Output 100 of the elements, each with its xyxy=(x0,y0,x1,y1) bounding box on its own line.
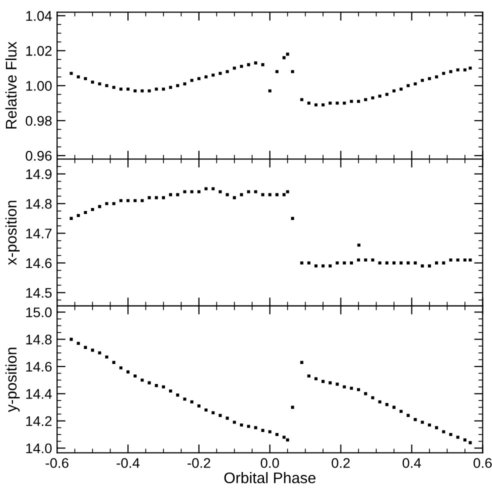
point xyxy=(112,86,116,89)
point xyxy=(350,100,353,103)
point xyxy=(364,258,368,262)
point xyxy=(119,199,122,202)
point xyxy=(204,187,208,190)
point xyxy=(286,190,290,194)
point xyxy=(119,366,122,370)
point xyxy=(91,80,94,84)
point xyxy=(463,68,466,72)
point xyxy=(119,88,122,91)
point xyxy=(254,426,258,430)
point xyxy=(336,261,339,264)
point xyxy=(406,261,410,264)
point xyxy=(98,82,102,86)
point xyxy=(371,258,374,262)
point xyxy=(449,258,452,262)
point xyxy=(357,244,360,247)
point xyxy=(400,261,403,264)
point xyxy=(420,264,424,268)
point xyxy=(392,89,396,92)
point xyxy=(300,360,304,364)
point xyxy=(240,193,244,196)
point xyxy=(105,84,108,88)
y-axis-title: y-position xyxy=(5,348,20,412)
y-tick-label: 14.0 xyxy=(26,443,52,454)
point xyxy=(226,416,229,420)
point xyxy=(414,82,417,86)
point xyxy=(247,63,250,66)
point xyxy=(140,199,144,202)
point xyxy=(254,190,258,194)
y-tick-label: 0.96 xyxy=(26,150,52,161)
point xyxy=(435,426,438,430)
point xyxy=(282,56,286,60)
point xyxy=(400,88,403,91)
x-tick-label: 0.4 xyxy=(402,458,421,468)
point xyxy=(420,78,424,82)
point xyxy=(328,264,332,268)
x-tick-label: -0.6 xyxy=(46,458,68,468)
point xyxy=(70,72,73,75)
point xyxy=(468,441,472,444)
point xyxy=(286,52,290,56)
point xyxy=(154,88,158,91)
point xyxy=(468,66,472,70)
point xyxy=(154,196,158,200)
y-tick-label: 14.6 xyxy=(26,258,52,268)
point xyxy=(126,199,130,202)
point xyxy=(291,70,294,74)
point xyxy=(406,84,410,88)
point xyxy=(232,420,236,424)
y-tick-label: 1.02 xyxy=(26,46,52,56)
point xyxy=(435,75,438,78)
point xyxy=(247,424,250,428)
point xyxy=(91,208,94,212)
point xyxy=(314,377,318,380)
point xyxy=(400,410,403,413)
y-tick-label: 14.5 xyxy=(26,288,52,298)
y-tick-label: 14.7 xyxy=(26,228,52,238)
point xyxy=(212,74,215,77)
point xyxy=(442,430,446,434)
point xyxy=(84,210,87,214)
point xyxy=(371,396,374,400)
point xyxy=(336,382,339,386)
x-tick-label: 0.2 xyxy=(332,458,350,468)
y-tick-label: 14.4 xyxy=(26,389,52,399)
point xyxy=(420,420,424,424)
point xyxy=(183,190,186,194)
y-tick-label: 15.0 xyxy=(26,307,52,318)
point xyxy=(378,261,382,264)
point xyxy=(162,196,165,200)
point xyxy=(183,82,186,86)
point xyxy=(197,77,200,80)
y-axis-title: x-position xyxy=(5,200,20,266)
point xyxy=(282,436,286,439)
point xyxy=(112,360,116,364)
point xyxy=(435,261,438,264)
point xyxy=(212,411,215,414)
point xyxy=(176,84,180,88)
point xyxy=(204,75,208,78)
point xyxy=(307,261,310,264)
point xyxy=(134,89,137,92)
point xyxy=(336,102,339,105)
point xyxy=(428,423,431,427)
point xyxy=(268,89,272,92)
point xyxy=(356,258,360,262)
point xyxy=(247,190,250,194)
point xyxy=(176,193,180,196)
point xyxy=(176,394,180,397)
point xyxy=(162,88,165,91)
point xyxy=(204,408,208,412)
point xyxy=(190,400,194,404)
point xyxy=(392,406,396,409)
point xyxy=(456,258,460,262)
point xyxy=(371,96,374,100)
point xyxy=(328,102,332,105)
point xyxy=(261,63,264,66)
point xyxy=(378,94,382,98)
point xyxy=(307,374,310,378)
point xyxy=(456,436,460,439)
point xyxy=(291,216,294,220)
point xyxy=(378,400,382,404)
